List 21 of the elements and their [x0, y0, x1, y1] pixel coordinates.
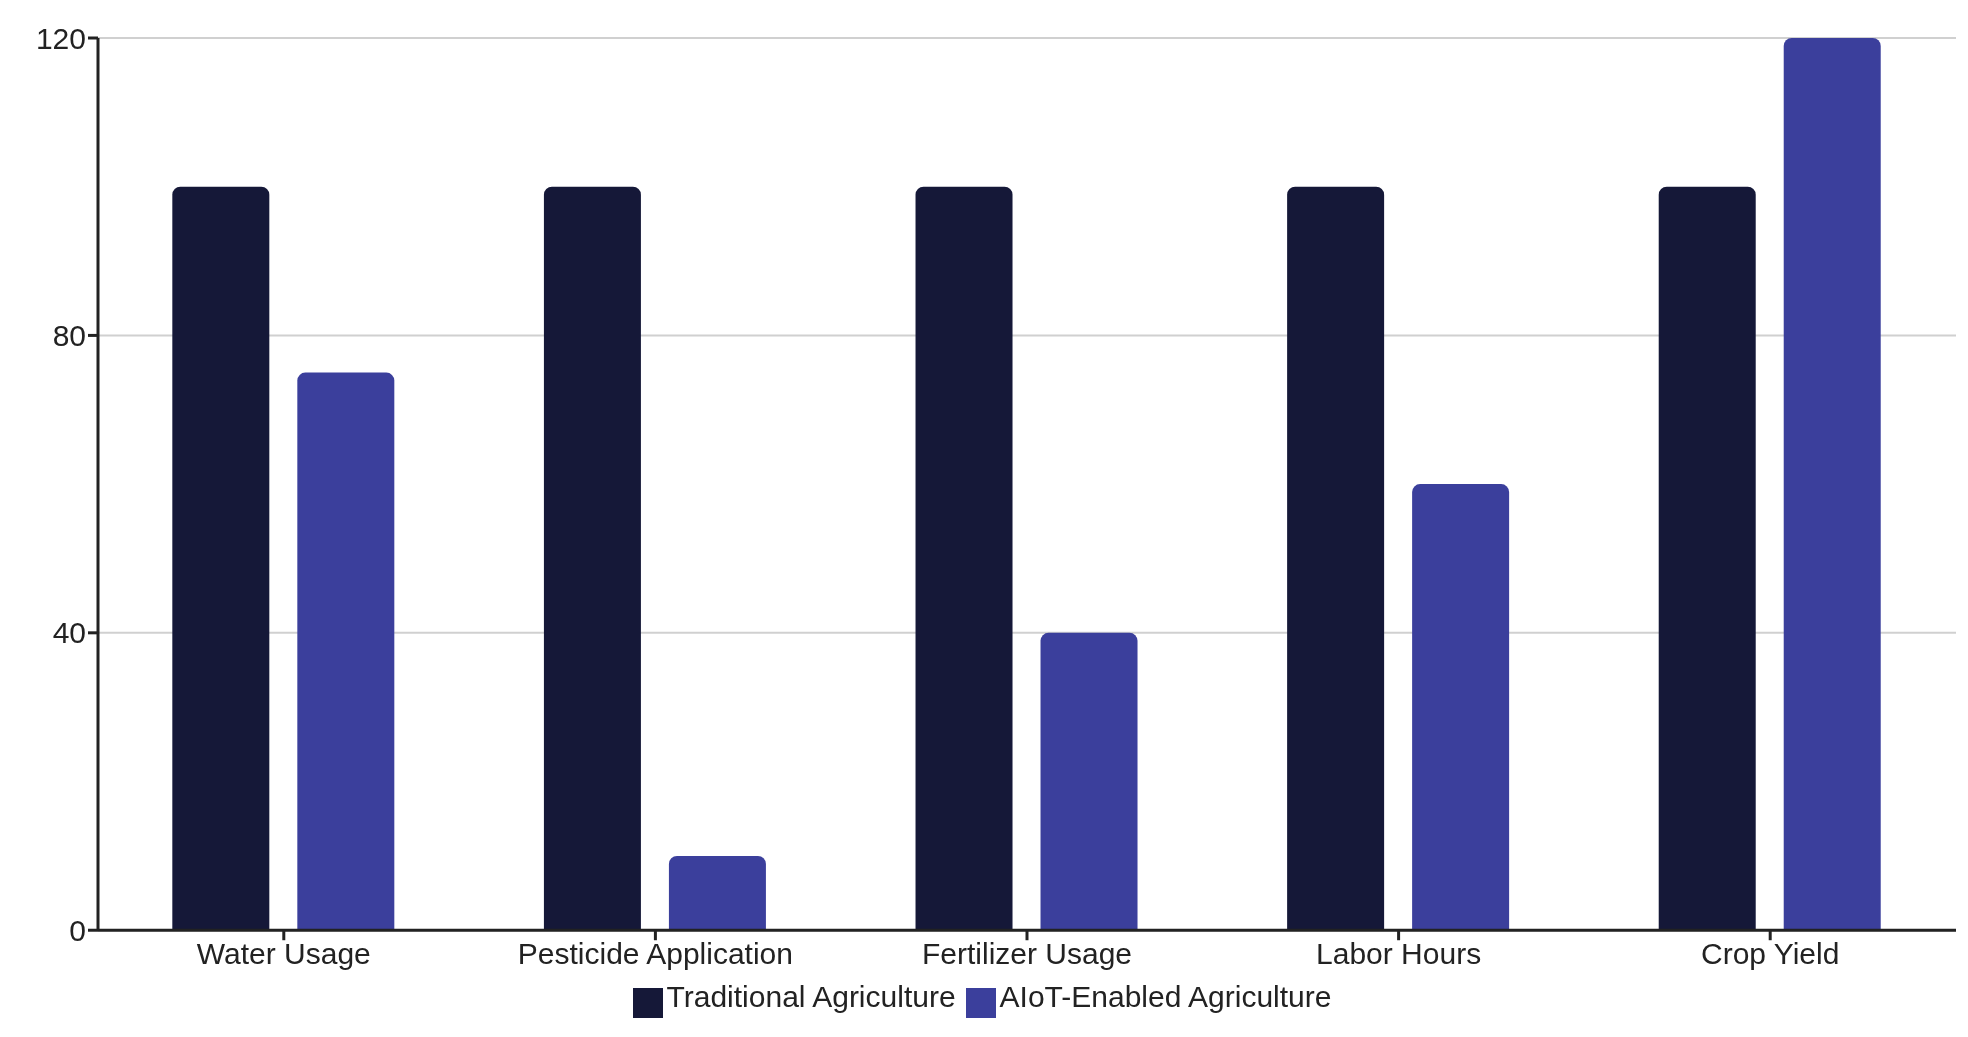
x-tick-label: Labor Hours: [1316, 936, 1482, 970]
y-tick-label: 0: [69, 913, 86, 947]
legend-label: Traditional Agriculture: [666, 980, 956, 1014]
bar: [543, 186, 641, 931]
x-tick-label: Crop Yield: [1700, 936, 1840, 970]
x-tick-label: Pesticide Application: [517, 936, 793, 970]
x-tick-label: Fertilizer Usage: [921, 936, 1133, 970]
bar: [1412, 484, 1510, 931]
bar: [1040, 632, 1138, 931]
bar: [1783, 38, 1881, 931]
bar: [297, 372, 395, 931]
bar: [915, 186, 1013, 931]
bar: [1287, 186, 1385, 931]
legend-label: AIoT-Enabled Agriculture: [999, 980, 1332, 1014]
y-tick-label: 40: [52, 616, 86, 650]
bar: [668, 855, 766, 931]
bar: [172, 186, 270, 931]
x-tick-label: Water Usage: [196, 936, 371, 970]
y-tick-label: 80: [52, 319, 86, 353]
y-tick-label: 120: [35, 21, 86, 55]
bar: [1658, 186, 1756, 931]
